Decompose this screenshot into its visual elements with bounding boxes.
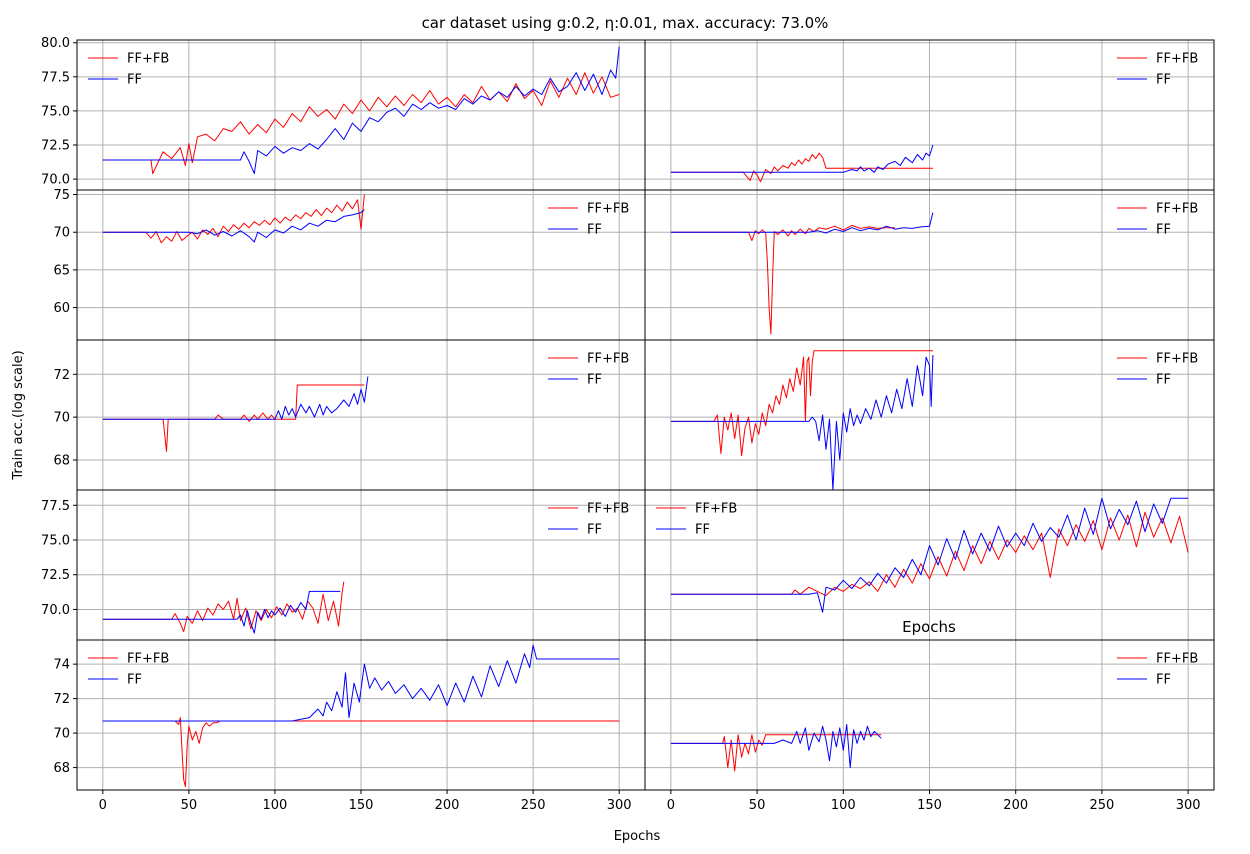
subplot-r0-c0: 70.0 72.5 75.0 77.5 80.0 FF+FB FF [41, 36, 646, 191]
y-tick-label: 70 [53, 411, 70, 426]
x-tick-label: 50 [181, 798, 198, 813]
panels-layer: 70.0 72.5 75.0 77.5 80.0 FF+FB FF FF+FB FF 60 65 70… [41, 36, 1215, 813]
x-tick-label: 0 [99, 798, 107, 813]
y-tick-label: 72 [53, 368, 70, 383]
legend-label-ff-fb: FF+FB [695, 502, 737, 517]
series-line-ff [670, 497, 1189, 613]
x-tick-label: 100 [263, 798, 288, 813]
y-tick-label: 75.0 [41, 534, 70, 549]
x-tick-label: 250 [1090, 798, 1115, 813]
subplot-r2-c1: FF+FB FF [644, 339, 1215, 491]
series-line-ff [102, 590, 341, 634]
y-tick-label: 70 [53, 727, 70, 742]
legend-label-ff-fb: FF+FB [1156, 52, 1198, 67]
legend-label-ff-fb: FF+FB [1156, 202, 1198, 217]
series-line-ff-fb [670, 511, 1189, 597]
series-line-ff-fb [670, 350, 933, 457]
series-line-ff [670, 144, 934, 173]
series-line-ff [670, 212, 934, 234]
x-tick-label: 150 [349, 798, 374, 813]
y-tick-label: 72.5 [41, 568, 70, 583]
subplot-r2-c0: 68 70 72 FF+FB FF [53, 339, 646, 491]
y-tick-label: 77.5 [41, 499, 70, 514]
legend-label-ff-fb: FF+FB [587, 202, 629, 217]
y-tick-label: 70.0 [41, 173, 70, 188]
x-tick-label: 200 [1003, 798, 1028, 813]
legend-label-ff-fb: FF+FB [127, 652, 169, 667]
y-tick-label: 77.5 [41, 70, 70, 85]
legend-label-ff-fb: FF+FB [587, 502, 629, 517]
subplot-r4-c1: 0 50 100 150 200 250 300 FF+FB FF [644, 639, 1215, 813]
subplot-r4-c0: 68 70 72 74 0 50 100 150 200 250 300 FF+FB FF [53, 639, 646, 813]
legend-label-ff-fb: FF+FB [587, 352, 629, 367]
x-tick-label: 300 [607, 798, 632, 813]
legend-label-ff: FF [1156, 73, 1171, 88]
x-tick-label: 250 [521, 798, 546, 813]
legend-label-ff: FF [127, 673, 142, 688]
series-line-ff-fb [670, 224, 895, 335]
legend-label-ff: FF [1156, 373, 1171, 388]
subplot-r1-c1: FF+FB FF [644, 189, 1215, 341]
series-line-ff [102, 209, 365, 243]
y-tick-label: 72.5 [41, 139, 70, 154]
subplot-r3-c0: 70.0 72.5 75.0 77.5 FF+FB FF [41, 489, 646, 641]
series-line-ff [670, 354, 934, 491]
series-line-ff [102, 376, 369, 420]
legend-label-ff: FF [587, 373, 602, 388]
legend-label-ff: FF [1156, 223, 1171, 238]
x-tick-label: 100 [831, 798, 856, 813]
x-tick-label: 200 [435, 798, 460, 813]
series-line-ff-fb [102, 581, 345, 633]
series-line-ff [102, 46, 620, 175]
series-line-ff [102, 644, 620, 722]
y-tick-label: 74 [53, 658, 70, 673]
y-tick-label: 75 [53, 188, 70, 203]
series-line-ff-fb [670, 152, 933, 183]
series-line-ff-fb [102, 194, 365, 244]
legend-label-ff-fb: FF+FB [1156, 352, 1198, 367]
y-tick-label: 70.0 [41, 603, 70, 618]
x-tick-label: 50 [749, 798, 766, 813]
y-tick-label: 65 [53, 263, 70, 278]
y-tick-label: 72 [53, 692, 70, 707]
x-tick-label: 150 [917, 798, 942, 813]
legend-label-ff: FF [1156, 673, 1171, 688]
y-tick-label: 60 [53, 301, 70, 316]
y-tick-label: 75.0 [41, 104, 70, 119]
y-tick-label: 68 [53, 761, 70, 776]
series-line-ff-fb [102, 384, 365, 452]
legend-label-ff: FF [587, 523, 602, 538]
y-tick-label: 80.0 [41, 36, 70, 51]
legend-label-ff-fb: FF+FB [1156, 652, 1198, 667]
x-tick-label: 0 [667, 798, 675, 813]
x-tick-label: 300 [1176, 798, 1201, 813]
series-line-ff-fb [102, 72, 620, 175]
legend-label-ff: FF [587, 223, 602, 238]
subplot-r0-c1: FF+FB FF [644, 39, 1215, 191]
series-line-ff-fb [670, 734, 882, 772]
figure-x-label: Epochs [614, 829, 661, 844]
figure-title: car dataset using g:0.2, η:0.01, max. ac… [422, 14, 829, 32]
y-tick-label: 68 [53, 454, 70, 469]
y-tick-label: 70 [53, 226, 70, 241]
legend-label-ff-fb: FF+FB [127, 52, 169, 67]
series-line-ff [670, 724, 882, 769]
subplot-r1-c0: 60 65 70 75 FF+FB FF [53, 188, 646, 341]
legend-label-ff: FF [695, 523, 710, 538]
subplot-r3-c1: FF+FB FF [644, 489, 1215, 641]
legend-label-ff: FF [127, 73, 142, 88]
figure-y-label: Train acc.(log scale) [11, 350, 26, 480]
